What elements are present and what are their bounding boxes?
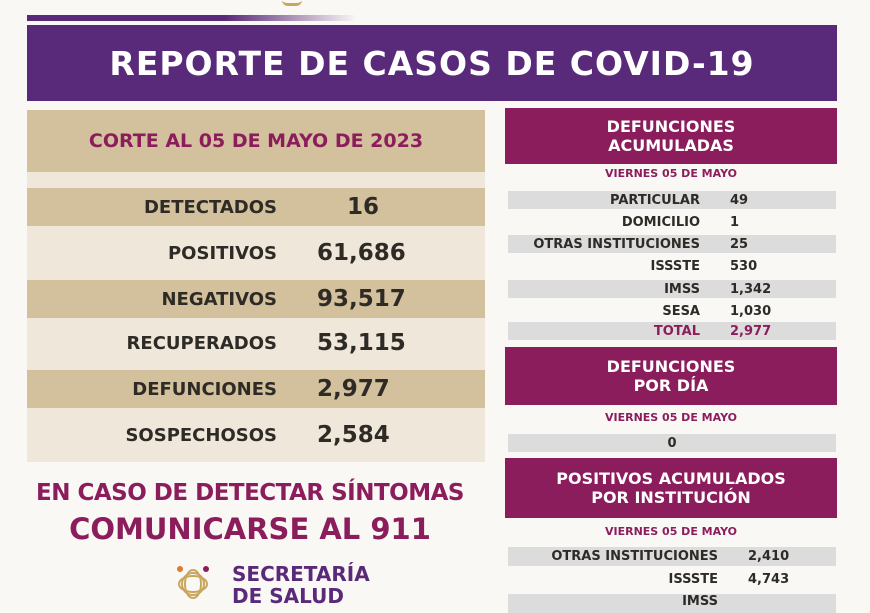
logo-line: SECRETARÍA <box>232 562 370 586</box>
row-label: ISSSTE <box>668 572 718 587</box>
table-row: PARTICULAR 49 <box>508 191 836 209</box>
logo-line: DE SALUD <box>232 584 344 608</box>
row-label: ISSSTE <box>650 258 700 274</box>
summary-label: DETECTADOS <box>143 196 277 218</box>
row-value: 2,410 <box>748 549 790 564</box>
header-line: POR INSTITUCIÓN <box>591 488 751 507</box>
table-row: SESA 1,030 <box>508 302 836 320</box>
header-line: POSITIVOS ACUMULADOS <box>556 469 786 488</box>
secretaria-salud-logo: SECRETARÍA DE SALUD <box>232 563 370 607</box>
positivos-institucion-header: POSITIVOS ACUMULADOS POR INSTITUCIÓN <box>505 458 837 518</box>
header-line: DEFUNCIONES <box>606 117 736 136</box>
row-label: IMSS <box>682 594 718 609</box>
summary-value: 16 <box>347 194 380 220</box>
flower-logo-icon <box>177 566 209 599</box>
summary-row-negativos: NEGATIVOS 93,517 <box>27 280 485 318</box>
header-line: ACUMULADAS <box>608 136 734 155</box>
summary-value: 61,686 <box>317 240 406 266</box>
summary-label: DEFUNCIONES <box>132 378 277 400</box>
header-line: DEFUNCIONES <box>606 357 736 376</box>
decorative-strip <box>27 15 357 21</box>
summary-row-recuperados: RECUPERADOS 53,115 <box>27 318 485 368</box>
summary-row-sospechosos: SOSPECHOSOS 2,584 <box>27 410 485 460</box>
row-value: 4,743 <box>748 572 790 587</box>
table-row: DOMICILIO 1 <box>508 213 836 231</box>
cta-line-1: EN CASO DE DETECTAR SÍNTOMAS <box>36 480 464 506</box>
row-value: 1,030 <box>730 303 772 319</box>
row-label: IMSS <box>664 281 700 297</box>
date-label: VIERNES 05 DE MAYO <box>604 167 737 180</box>
row-value: 49 <box>730 192 749 208</box>
top-logo-icon <box>282 0 302 6</box>
table-row: IMSS <box>508 594 836 613</box>
table-row-total: TOTAL 2,977 <box>508 322 836 340</box>
row-label: OTRAS INSTITUCIONES <box>533 236 700 252</box>
row-label: OTRAS INSTITUCIONES <box>551 549 718 564</box>
table-row: IMSS 1,342 <box>508 280 836 298</box>
row-value: 25 <box>730 236 749 252</box>
row-label: SESA <box>662 303 700 319</box>
cutoff-date: CORTE AL 05 DE MAYO DE 2023 <box>27 110 485 172</box>
table-row: 0 <box>508 434 836 452</box>
summary-value: 53,115 <box>317 330 406 356</box>
table-row: ISSSTE 4,743 <box>508 570 836 589</box>
defunciones-dia-header: DEFUNCIONES POR DÍA <box>505 347 837 405</box>
summary-value: 93,517 <box>317 286 406 312</box>
row-label: PARTICULAR <box>610 192 700 208</box>
summary-row-positivos: POSITIVOS 61,686 <box>27 228 485 278</box>
row-label: DOMICILIO <box>621 214 700 230</box>
date-label: VIERNES 05 DE MAYO <box>604 525 737 538</box>
row-value: 530 <box>730 258 758 274</box>
header-line: POR DÍA <box>633 376 709 395</box>
row-value: 0 <box>667 435 677 451</box>
defunciones-acumuladas-header: DEFUNCIONES ACUMULADAS <box>505 108 837 164</box>
summary-label: RECUPERADOS <box>126 332 277 354</box>
summary-label: NEGATIVOS <box>161 288 277 310</box>
summary-value: 2,584 <box>317 422 390 448</box>
cta-line-2: COMUNICARSE AL 911 <box>69 512 431 546</box>
row-value: 2,977 <box>730 323 772 339</box>
row-label: TOTAL <box>653 323 700 339</box>
summary-value: 2,977 <box>317 376 390 402</box>
row-value: 1 <box>730 214 740 230</box>
summary-label: POSITIVOS <box>167 242 277 264</box>
page-title: REPORTE DE CASOS DE COVID-19 <box>27 25 837 101</box>
date-label: VIERNES 05 DE MAYO <box>604 411 737 424</box>
table-row: OTRAS INSTITUCIONES 25 <box>508 235 836 253</box>
table-row: OTRAS INSTITUCIONES 2,410 <box>508 547 836 566</box>
table-row: ISSSTE 530 <box>508 257 836 275</box>
summary-row-defunciones: DEFUNCIONES 2,977 <box>27 370 485 408</box>
summary-label: SOSPECHOSOS <box>125 424 277 446</box>
summary-row-detectados: DETECTADOS 16 <box>27 188 485 226</box>
row-value: 1,342 <box>730 281 772 297</box>
